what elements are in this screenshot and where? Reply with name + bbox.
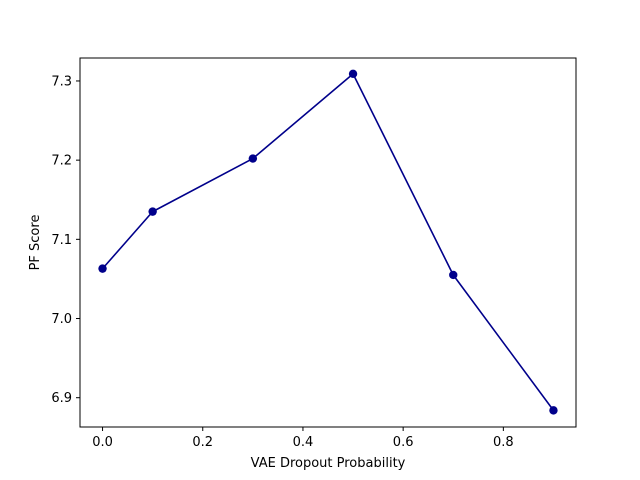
x-tick-label: 0.6 xyxy=(393,435,414,450)
data-point-marker xyxy=(98,264,107,273)
y-axis-title: PF Score xyxy=(28,215,43,271)
y-axis-ticks: 6.9 7.0 7.1 7.2 7.3 xyxy=(51,74,80,406)
x-tick-label: 0.0 xyxy=(92,435,113,450)
y-tick-label: 6.9 xyxy=(51,391,72,406)
series-line xyxy=(101,73,555,412)
y-tick-label: 7.0 xyxy=(51,312,72,327)
data-point-marker xyxy=(549,406,558,415)
x-tick-label: 0.4 xyxy=(293,435,314,450)
y-tick-label: 7.1 xyxy=(51,233,72,248)
x-tick-label: 0.2 xyxy=(192,435,213,450)
series-layer xyxy=(98,69,558,415)
x-axis-ticks: 0.0 0.2 0.4 0.6 0.8 xyxy=(92,427,514,450)
x-tick-label: 0.8 xyxy=(493,435,514,450)
plot-area-frame xyxy=(79,57,577,428)
y-tick-label: 7.2 xyxy=(51,154,72,169)
y-tick-label: 7.3 xyxy=(51,74,72,89)
data-point-marker xyxy=(148,207,157,216)
data-point-marker xyxy=(348,69,358,79)
data-point-marker xyxy=(248,154,258,163)
data-point-marker xyxy=(449,270,458,280)
x-axis-title: VAE Dropout Probability xyxy=(251,456,406,471)
